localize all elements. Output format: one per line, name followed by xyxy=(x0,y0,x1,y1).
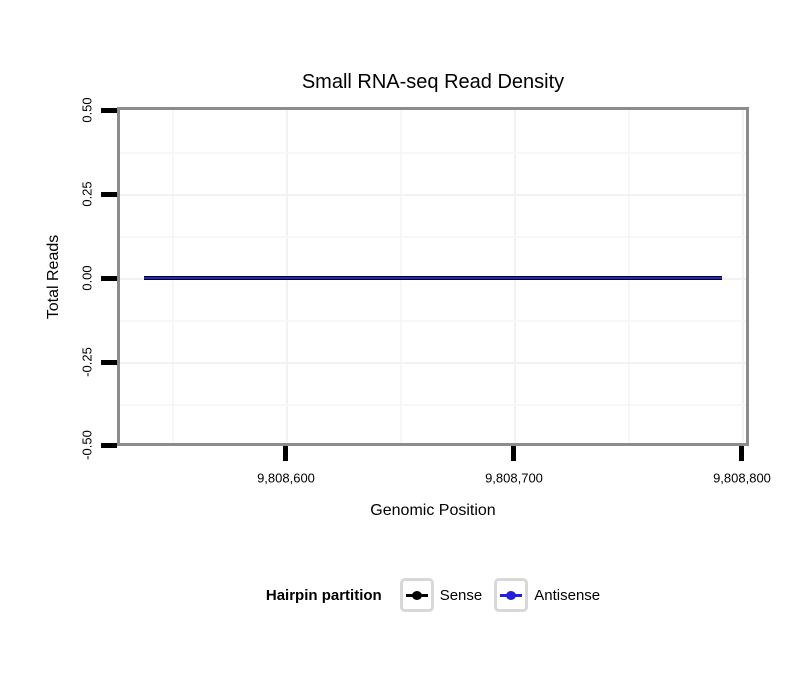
gridline-y-major xyxy=(120,194,746,196)
x-tick xyxy=(283,446,288,461)
gridline-y-minor xyxy=(120,236,746,238)
y-tick xyxy=(101,276,117,281)
y-tick-label: 0.50 xyxy=(79,97,95,123)
gridline-y-minor xyxy=(120,404,746,406)
legend: Hairpin partition Sense Antisense xyxy=(117,578,749,612)
y-tick-label: -0.50 xyxy=(79,430,95,460)
y-tick-label: 0.25 xyxy=(79,181,95,207)
legend-title: Hairpin partition xyxy=(265,586,382,604)
gridline-y-minor xyxy=(120,320,746,322)
y-tick-label: -0.25 xyxy=(79,347,95,377)
gridline-y-major xyxy=(120,362,746,364)
series-line-sense xyxy=(144,276,722,280)
x-tick xyxy=(739,446,744,461)
y-tick xyxy=(101,443,117,448)
x-tick xyxy=(511,446,516,461)
y-tick-label: 0.00 xyxy=(79,265,95,291)
x-axis-title: Genomic Position xyxy=(370,502,496,519)
y-tick xyxy=(101,192,117,197)
legend-key-sense xyxy=(399,578,434,612)
gridline-y-minor xyxy=(120,152,746,154)
plot-panel xyxy=(117,107,749,446)
gridline-x-major xyxy=(742,110,744,443)
legend-label-antisense: Antisense xyxy=(534,586,601,604)
x-tick-label: 9,808,700 xyxy=(485,470,543,486)
antisense-point-icon xyxy=(506,590,517,600)
legend-key-antisense xyxy=(494,578,529,612)
series-line-antisense xyxy=(144,277,722,279)
sense-point-icon xyxy=(411,590,422,600)
x-tick-label: 9,808,600 xyxy=(257,470,315,486)
x-tick-label: 9,808,800 xyxy=(713,470,771,486)
y-axis-title: Total Reads xyxy=(45,234,62,320)
legend-label-sense: Sense xyxy=(439,586,483,604)
chart-title: Small RNA-seq Read Density xyxy=(301,71,565,93)
y-tick xyxy=(101,360,117,365)
y-tick xyxy=(101,108,117,113)
